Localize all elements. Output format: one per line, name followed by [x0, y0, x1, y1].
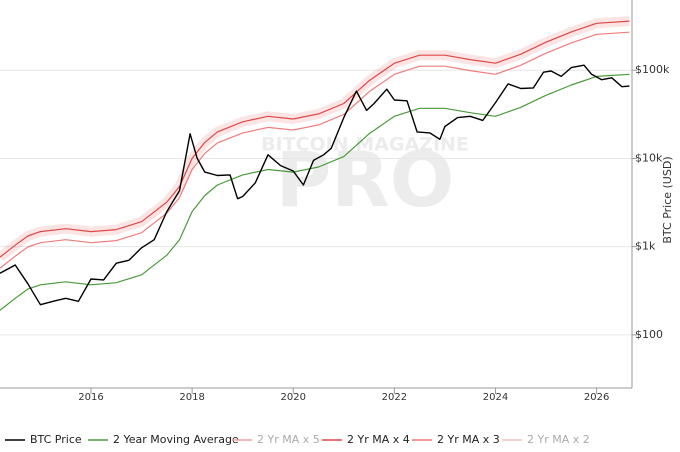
x-tick-label: 2022 [382, 392, 407, 403]
series-line [0, 64, 630, 306]
x-tick-label: 2026 [584, 392, 609, 403]
legend-label[interactable]: 2 Yr MA x 2 [527, 433, 590, 446]
legend-label[interactable]: 2 Year Moving Average [113, 433, 239, 446]
x-tick-label: 2020 [281, 392, 306, 403]
series-line [0, 31, 630, 269]
y-tick-label: $100 [635, 328, 663, 341]
legend-label[interactable]: BTC Price [30, 433, 82, 446]
series-line [0, 20, 630, 258]
legend-label[interactable]: 2 Yr MA x 3 [437, 433, 500, 446]
watermark: PRO [276, 135, 455, 224]
y-axis-label: BTC Price (USD) [661, 156, 674, 243]
y-tick-label: $100k [635, 63, 670, 76]
legend-label[interactable]: 2 Yr MA x 4 [347, 433, 410, 446]
legend-label[interactable]: 2 Yr MA x 5 [257, 433, 320, 446]
x-tick-label: 2016 [78, 392, 103, 403]
x-tick-label: 2018 [179, 392, 204, 403]
watermark-small: BITCOIN MAGAZINE [261, 134, 469, 156]
y-tick-label: $1k [635, 240, 656, 253]
y-tick-label: $10k [635, 151, 663, 164]
series-line [0, 73, 630, 311]
x-tick-label: 2024 [483, 392, 508, 403]
